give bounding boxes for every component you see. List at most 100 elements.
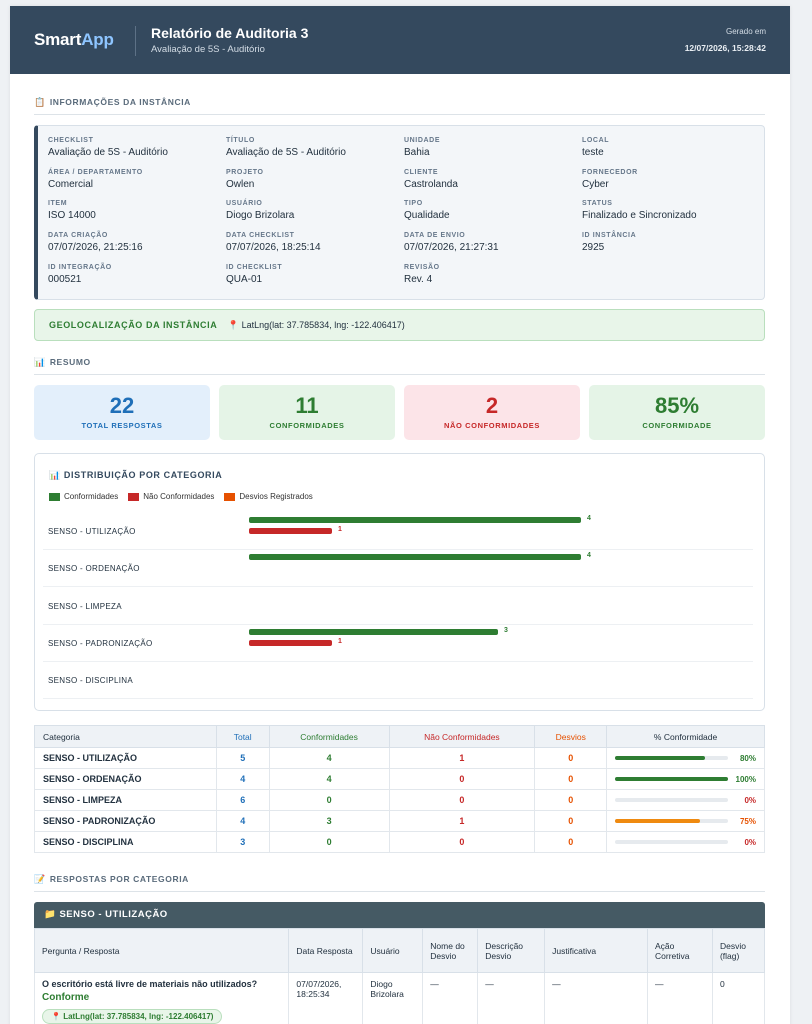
cell-total: 3	[215, 831, 270, 853]
geolocation-value: LatLng(lat: 37.785834, lng: -122.406417)	[241, 320, 405, 330]
folder-icon: 📁	[44, 909, 60, 920]
pct-label: 0%	[744, 837, 756, 847]
info-field: ITEM ISO 14000	[48, 200, 218, 221]
info-field: TIPO Qualidade	[404, 200, 574, 221]
info-field: FORNECEDOR Cyber	[582, 169, 752, 190]
info-field: DATA CHECKLIST 07/07/2026, 18:25:14	[226, 232, 396, 253]
info-field-value: 07/07/2026, 21:25:16	[48, 242, 143, 254]
cell-desvios: 0	[534, 768, 608, 790]
info-field-label: FORNECEDOR	[582, 168, 638, 176]
info-field: DATA DE ENVIO 07/07/2026, 21:27:31	[404, 232, 574, 253]
cell-justificativa: —	[544, 972, 649, 1024]
cell-acao-corretiva: —	[647, 972, 713, 1024]
chart-row: SENSO - UTILIZAÇÃO 4 1	[43, 513, 753, 550]
info-field-label: CLIENTE	[404, 168, 439, 176]
info-field-label: USUÁRIO	[226, 200, 263, 208]
kpi-value: 85%	[654, 393, 700, 418]
cell-category: SENSO - UTILIZAÇÃO	[34, 747, 217, 769]
pct-bar-track	[615, 798, 728, 802]
chart-category-label: SENSO - UTILIZAÇÃO	[48, 527, 136, 536]
table-header-cell: Conformidades	[268, 725, 390, 748]
chart-category-label: SENSO - DISCIPLINA	[48, 676, 133, 686]
pct-bar-wrap: 80%	[607, 754, 764, 763]
info-field-label: ID CHECKLIST	[226, 263, 283, 271]
info-field-label: TÍTULO	[226, 137, 255, 144]
legend-label: Desvios Registrados	[239, 492, 313, 501]
info-field-value: 2925	[582, 242, 605, 254]
pct-label: 0%	[744, 795, 756, 805]
chart-row: SENSO - PADRONIZAÇÃO 3 1	[43, 625, 753, 662]
pct-bar-wrap: 0%	[607, 796, 764, 805]
answer-text: Conforme	[42, 992, 90, 1003]
cell-pct-conformidade: 80%	[606, 747, 765, 769]
kpi-label: CONFORMIDADE	[642, 421, 712, 430]
info-field-label: DATA CRIAÇÃO	[48, 232, 108, 240]
table-header-cell: Pergunta / Resposta	[33, 928, 290, 973]
info-field: REVISÃO Rev. 4	[404, 264, 574, 285]
chart-row: SENSO - LIMPEZA	[43, 588, 753, 625]
table-header-cell: Ação Corretiva	[647, 928, 713, 973]
legend-swatch	[224, 492, 236, 501]
pct-bar-track	[615, 819, 728, 823]
kpi-label: CONFORMIDADES	[269, 421, 345, 430]
info-field-value: 07/07/2026, 18:25:14	[226, 242, 321, 254]
cell-pct-conformidade: 0%	[606, 789, 765, 811]
generated-label: Gerado em	[725, 27, 766, 36]
bar-chart-icon: 📊	[34, 357, 46, 367]
cell-nao-conformidades: 1	[388, 810, 536, 832]
pct-label: 100%	[735, 774, 756, 784]
info-field-label: STATUS	[582, 200, 613, 208]
report-title: Relatório de Auditoria 3	[151, 25, 309, 41]
cell-user: Diogo Brizolara	[362, 972, 424, 1024]
legend-label: Conformidades	[64, 492, 119, 501]
pct-bar-wrap: 100%	[607, 775, 764, 784]
table-header-row: Categoria Total Conformidades Não Conformid…	[34, 725, 765, 748]
cell-pct-conformidade: 100%	[606, 768, 765, 790]
table-row: SENSO - DISCIPLINA 3 0 0 0 0%	[34, 831, 765, 853]
report-page: SmartApp Relatório de Auditoria 3 Avalia…	[10, 6, 790, 1024]
kpi-label: NÃO CONFORMIDADES	[443, 421, 541, 430]
table-header-cell: Data Resposta	[288, 928, 364, 973]
legend-swatch	[128, 492, 140, 501]
cell-total: 4	[215, 810, 270, 832]
section-title-responses: 📝 RESPOSTAS POR CATEGORIA	[34, 874, 765, 892]
cell-nao-conformidades: 0	[388, 768, 536, 790]
cell-nao-conformidades: 0	[388, 789, 536, 811]
info-field: ÁREA / DEPARTAMENTO Comercial	[48, 169, 218, 190]
legend-swatch	[49, 492, 60, 501]
cell-conformidades: 0	[268, 831, 390, 853]
info-field-value: ISO 14000	[48, 210, 96, 222]
instance-info-box: CHECKLIST Avaliação de 5S - Auditório TÍTU…	[34, 125, 765, 300]
cell-category: SENSO - ORDENAÇÃO	[34, 768, 217, 790]
kpi-card: 11 CONFORMIDADES	[219, 385, 395, 440]
table-header-cell: Total	[215, 725, 270, 748]
chart-bar-value: 1	[338, 526, 342, 533]
chart-bar-value: 3	[504, 626, 508, 634]
legend-item: Conformidades	[49, 492, 118, 501]
cell-category: SENSO - PADRONIZAÇÃO	[34, 810, 217, 832]
chart-legend: Conformidades Não Conformidades Desvios Re…	[49, 492, 313, 501]
cell-category: SENSO - LIMPEZA	[34, 789, 217, 811]
kpi-value: 11	[295, 393, 319, 418]
chart-bar-value: 4	[587, 552, 591, 560]
info-field-value: Cyber	[582, 178, 609, 190]
pct-bar-fill	[615, 819, 700, 823]
info-field: CHECKLIST Avaliação de 5S - Auditório	[48, 137, 218, 158]
info-field-label: PROJETO	[226, 168, 264, 176]
category-summary-table: Categoria Total Conformidades Não Conformid…	[34, 725, 765, 853]
info-field-value: teste	[582, 147, 604, 158]
kpi-card: 22 TOTAL RESPOSTAS	[34, 385, 210, 440]
chart-bar	[249, 517, 581, 523]
pct-bar-fill	[615, 756, 706, 760]
info-field: TÍTULO Avaliação de 5S - Auditório	[226, 137, 396, 158]
chart-bar-value: 4	[587, 515, 591, 522]
chart-bar	[249, 528, 332, 534]
table-header-cell: Não Conformidades	[388, 725, 536, 748]
cell-desvios: 0	[534, 831, 608, 853]
cell-desvio-nome: —	[422, 972, 479, 1024]
info-field: PROJETO Owlen	[226, 169, 396, 190]
cell-conformidades: 4	[268, 747, 390, 769]
section-title-summary: 📊 RESUMO	[34, 357, 765, 375]
kpi-label: TOTAL RESPOSTAS	[81, 421, 163, 430]
question-text: O escritório está livre de materiais não…	[42, 979, 258, 989]
